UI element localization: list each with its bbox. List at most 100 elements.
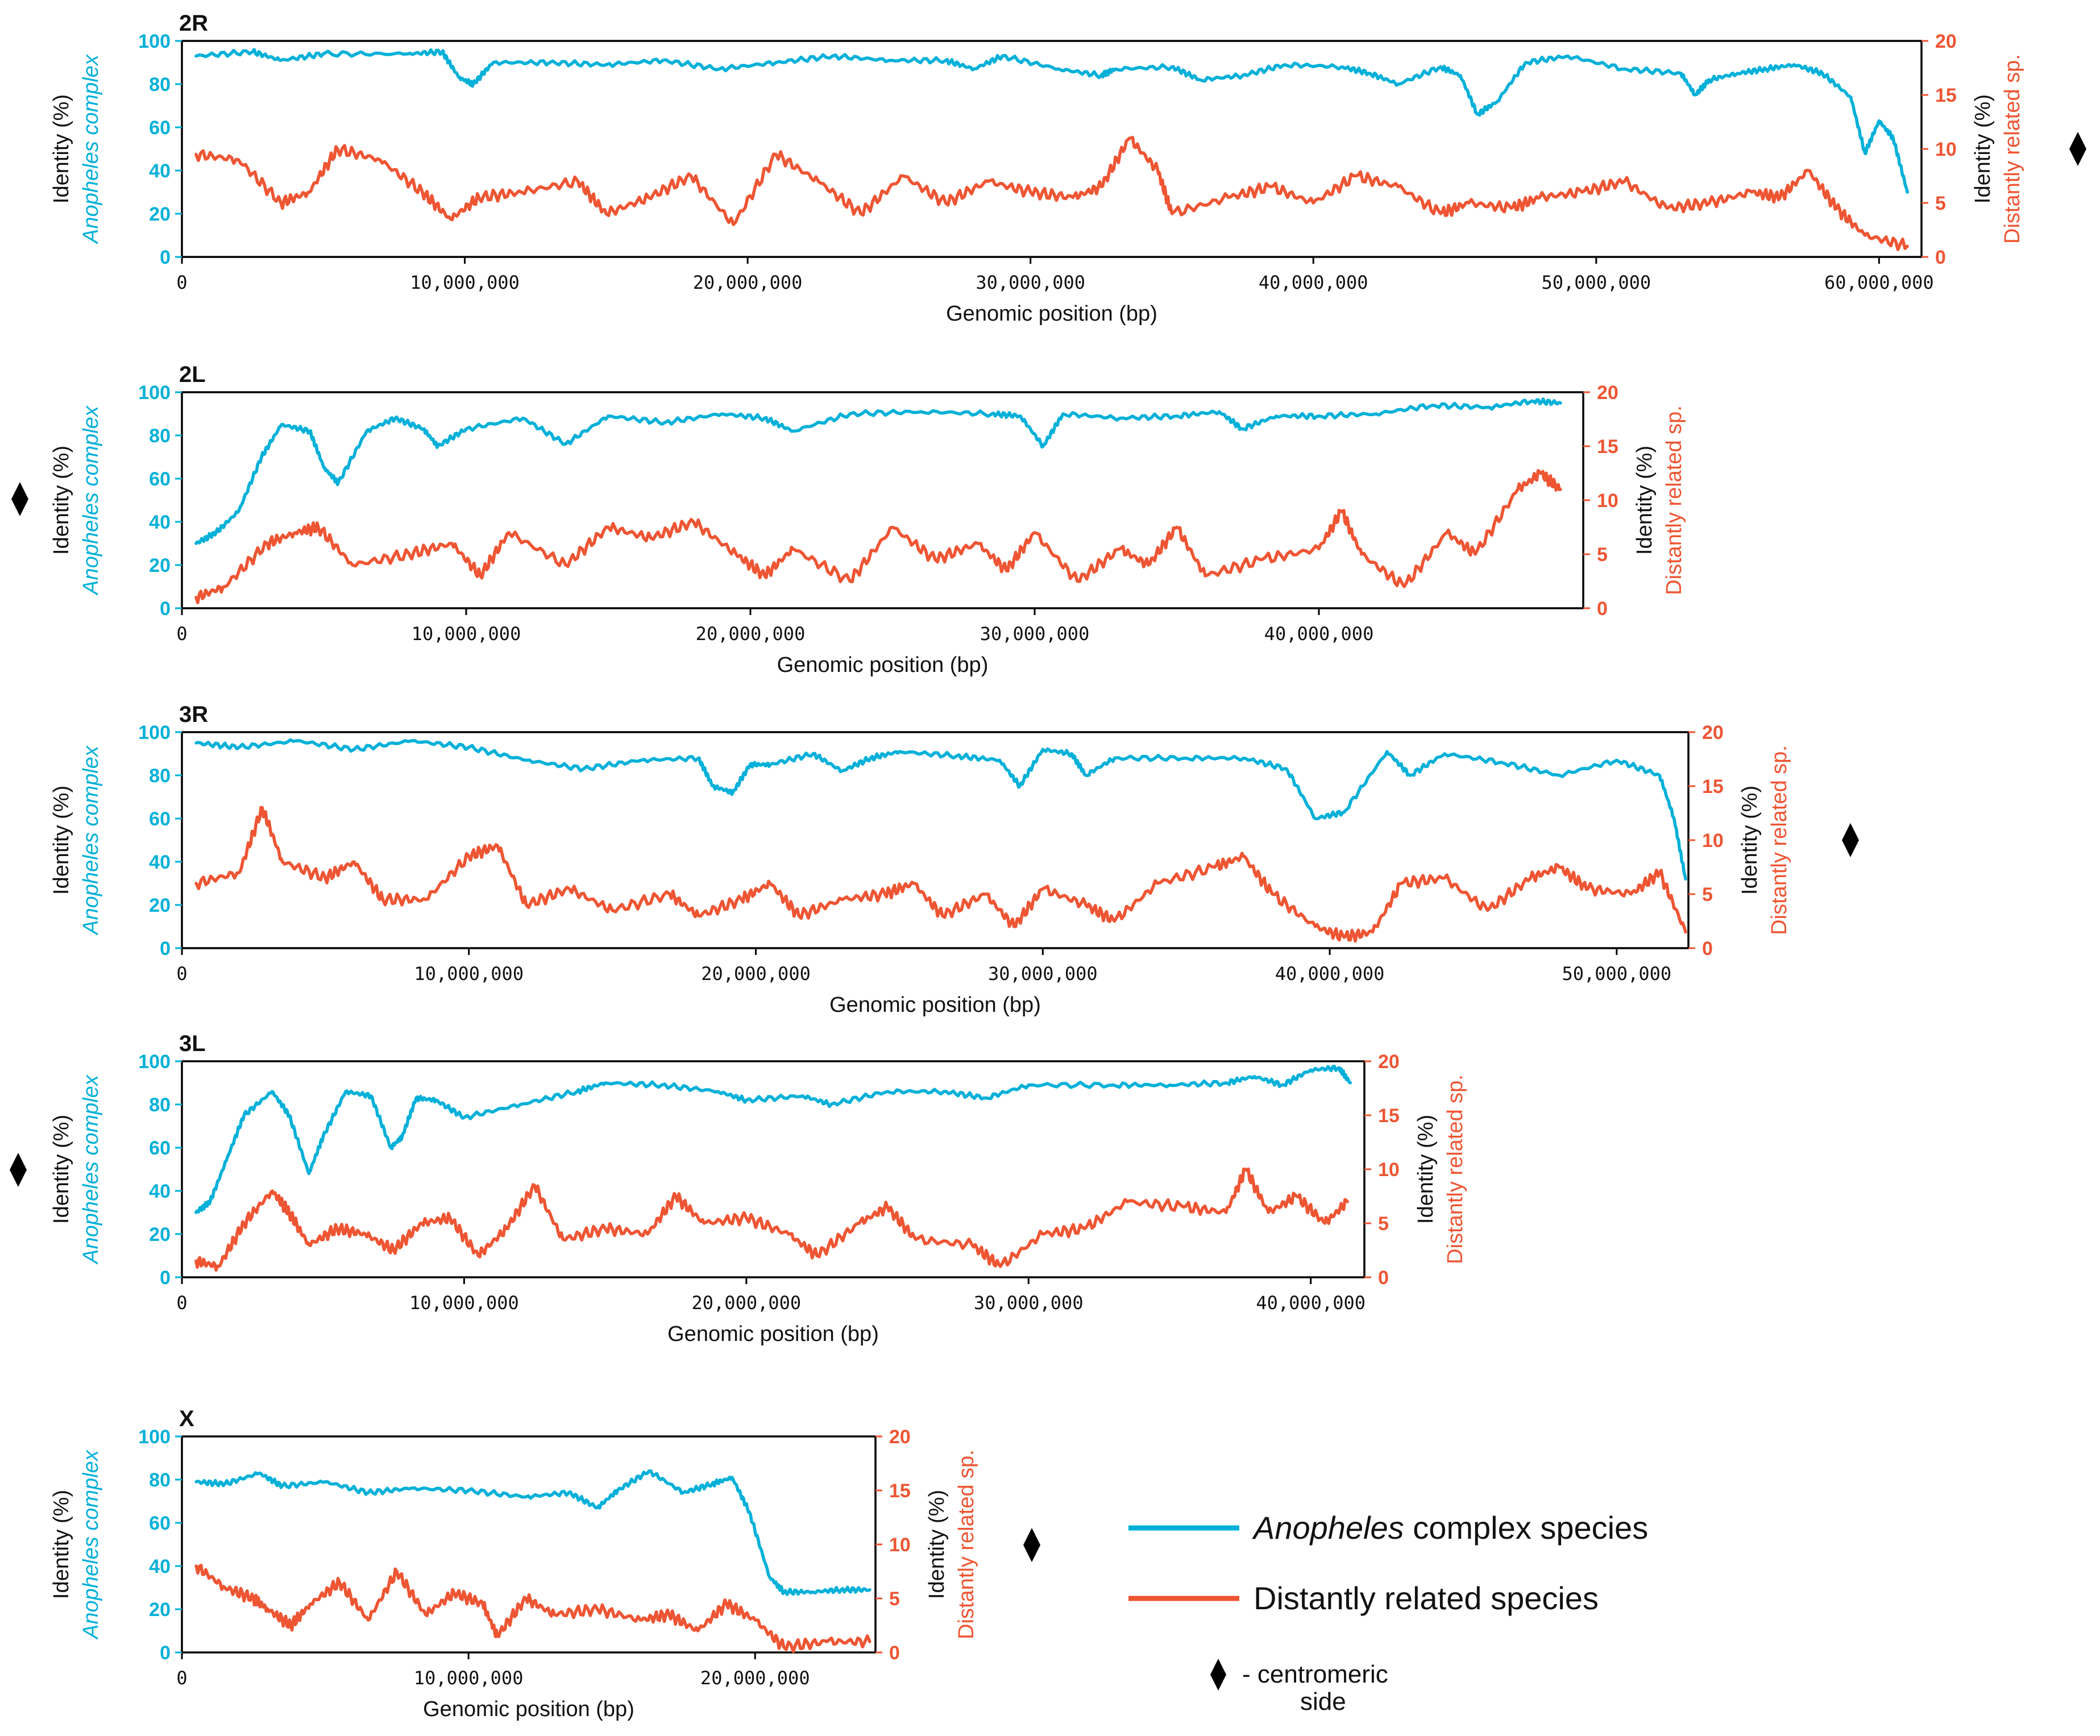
y-left-tick-label: 40 xyxy=(149,160,171,182)
y-left-tick-label: 60 xyxy=(149,117,171,139)
y-right-label-distant: Distantly related sp. xyxy=(1443,1074,1467,1264)
y-right-tick-label: 0 xyxy=(1702,938,1713,960)
y-right-tick-label: 15 xyxy=(889,1480,911,1502)
x-tick-label: 40,000,000 xyxy=(1264,623,1374,645)
y-left-tick-label: 60 xyxy=(149,808,171,830)
y-left-tick-label: 100 xyxy=(138,382,171,404)
y-left-label-complex: Anopheles complex xyxy=(79,405,103,596)
y-left-tick-label: 40 xyxy=(149,512,171,533)
y-left-tick-label: 0 xyxy=(160,598,171,620)
x-axis-label: Genomic position (bp) xyxy=(423,1697,634,1721)
y-left-tick-label: 0 xyxy=(160,1642,171,1664)
y-left-tick-label: 100 xyxy=(138,1426,171,1448)
y-left-tick-label: 80 xyxy=(149,425,171,447)
y-right-label-identity: Identity (%) xyxy=(1738,786,1762,895)
y-left-tick-label: 20 xyxy=(149,1599,171,1621)
y-right-tick-label: 0 xyxy=(1378,1267,1389,1289)
y-right-tick-label: 15 xyxy=(1597,436,1618,458)
panel-2l: 2L 0 10,000,000 20,000,000 30,000,000 40,000,… xyxy=(11,362,1686,677)
y-right-tick-label: 5 xyxy=(1702,884,1713,906)
y-left-label-complex: Anopheles complex xyxy=(79,1074,103,1265)
legend-centromere-diamond-icon xyxy=(1210,1659,1226,1691)
panel-title: X xyxy=(179,1406,194,1431)
y-left-tick-label: 80 xyxy=(149,765,171,787)
y-left-tick-label: 0 xyxy=(160,1267,171,1289)
y-right-tick-label: 5 xyxy=(889,1588,900,1610)
y-left-tick-label: 20 xyxy=(149,555,171,576)
panel-title: 2R xyxy=(179,11,208,36)
y-left-tick-label: 40 xyxy=(149,852,171,873)
y-left-tick-label: 20 xyxy=(149,895,171,916)
y-right-label-identity: Identity (%) xyxy=(1633,446,1657,555)
x-tick-label: 40,000,000 xyxy=(1259,272,1368,293)
x-tick-label: 10,000,000 xyxy=(409,1292,519,1314)
x-tick-label: 0 xyxy=(176,1292,187,1314)
y-right-tick-label: 20 xyxy=(889,1426,911,1448)
y-right-tick-label: 15 xyxy=(1702,776,1724,798)
centromere-diamond-icon xyxy=(10,1153,27,1187)
panel-2r: 2R 0 10,000,000 20,000,000 30,000,000 40,000,… xyxy=(49,11,2086,326)
y-right-label-identity: Identity (%) xyxy=(1414,1115,1438,1224)
y-left-tick-label: 80 xyxy=(149,74,171,95)
x-tick-label: 20,000,000 xyxy=(693,272,803,293)
y-right-tick-label: 20 xyxy=(1935,31,1957,52)
y-left-tick-label: 20 xyxy=(149,1224,171,1245)
y-right-label-identity: Identity (%) xyxy=(925,1490,949,1599)
y-right-tick-label: 10 xyxy=(1597,490,1618,512)
series-distant-line xyxy=(194,136,1909,251)
legend-complex-rest: complex species xyxy=(1404,1510,1649,1546)
y-right-tick-label: 10 xyxy=(1378,1159,1400,1181)
series-complex-line xyxy=(194,1065,1352,1214)
plot-frame xyxy=(181,731,1690,949)
legend-complex-label: Anopheles complex species xyxy=(1252,1510,1648,1546)
y-left-tick-label: 60 xyxy=(149,1513,171,1534)
series-complex-line xyxy=(194,397,1562,545)
centromere-diamond-icon xyxy=(2069,132,2086,166)
panel-title: 2L xyxy=(179,362,206,387)
panel-title: 3L xyxy=(179,1031,206,1056)
y-left-tick-label: 20 xyxy=(149,203,171,225)
y-right-label-identity: Identity (%) xyxy=(1971,94,1995,203)
x-tick-label: 0 xyxy=(176,272,187,293)
y-right-label-distant: Distantly related sp. xyxy=(1662,405,1686,595)
y-left-tick-label: 0 xyxy=(160,247,171,268)
x-axis-label: Genomic position (bp) xyxy=(829,993,1041,1017)
y-right-tick-label: 5 xyxy=(1597,544,1608,566)
x-tick-label: 10,000,000 xyxy=(414,963,524,985)
series-distant-line xyxy=(194,1167,1349,1272)
y-left-tick-label: 40 xyxy=(149,1556,171,1577)
plot-frame xyxy=(181,391,1584,609)
y-left-label-complex: Anopheles complex xyxy=(79,745,103,936)
y-right-label-distant: Distantly related sp. xyxy=(2001,54,2024,244)
y-left-tick-label: 40 xyxy=(149,1181,171,1202)
x-tick-label: 60,000,000 xyxy=(1824,272,1934,293)
y-right-tick-label: 0 xyxy=(889,1642,900,1664)
y-left-tick-label: 100 xyxy=(138,1051,171,1073)
legend-complex-italic: Anopheles xyxy=(1252,1510,1404,1546)
y-right-tick-label: 20 xyxy=(1378,1051,1400,1073)
x-tick-label: 30,000,000 xyxy=(980,623,1090,645)
x-tick-label: 30,000,000 xyxy=(976,272,1085,293)
y-right-tick-label: 15 xyxy=(1378,1105,1400,1127)
y-left-label-complex: Anopheles complex xyxy=(79,1449,103,1640)
y-right-label-distant: Distantly related sp. xyxy=(1767,745,1791,935)
centromere-diamond-icon xyxy=(11,482,28,516)
panel-3l: 3L 0 10,000,000 20,000,000 30,000,000 40,000,… xyxy=(10,1031,1467,1346)
y-right-tick-label: 20 xyxy=(1597,382,1618,404)
x-tick-label: 0 xyxy=(176,1667,187,1689)
y-right-tick-label: 0 xyxy=(1597,598,1608,620)
x-tick-label: 40,000,000 xyxy=(1275,963,1385,985)
series-complex-line xyxy=(194,48,1909,194)
x-tick-label: 20,000,000 xyxy=(692,1292,802,1314)
panel-title: 3R xyxy=(179,702,208,727)
series-complex-line xyxy=(194,1469,871,1596)
x-tick-label: 0 xyxy=(176,623,187,645)
legend-centromere-line2: side xyxy=(1300,1688,1346,1716)
x-tick-label: 10,000,000 xyxy=(414,1667,524,1689)
series-distant-line xyxy=(194,805,1687,943)
x-tick-label: 30,000,000 xyxy=(974,1292,1084,1314)
legend: Anopheles complex species Distantly rela… xyxy=(1128,1510,1648,1716)
y-left-tick-label: 80 xyxy=(149,1094,171,1116)
y-left-tick-label: 0 xyxy=(160,938,171,960)
